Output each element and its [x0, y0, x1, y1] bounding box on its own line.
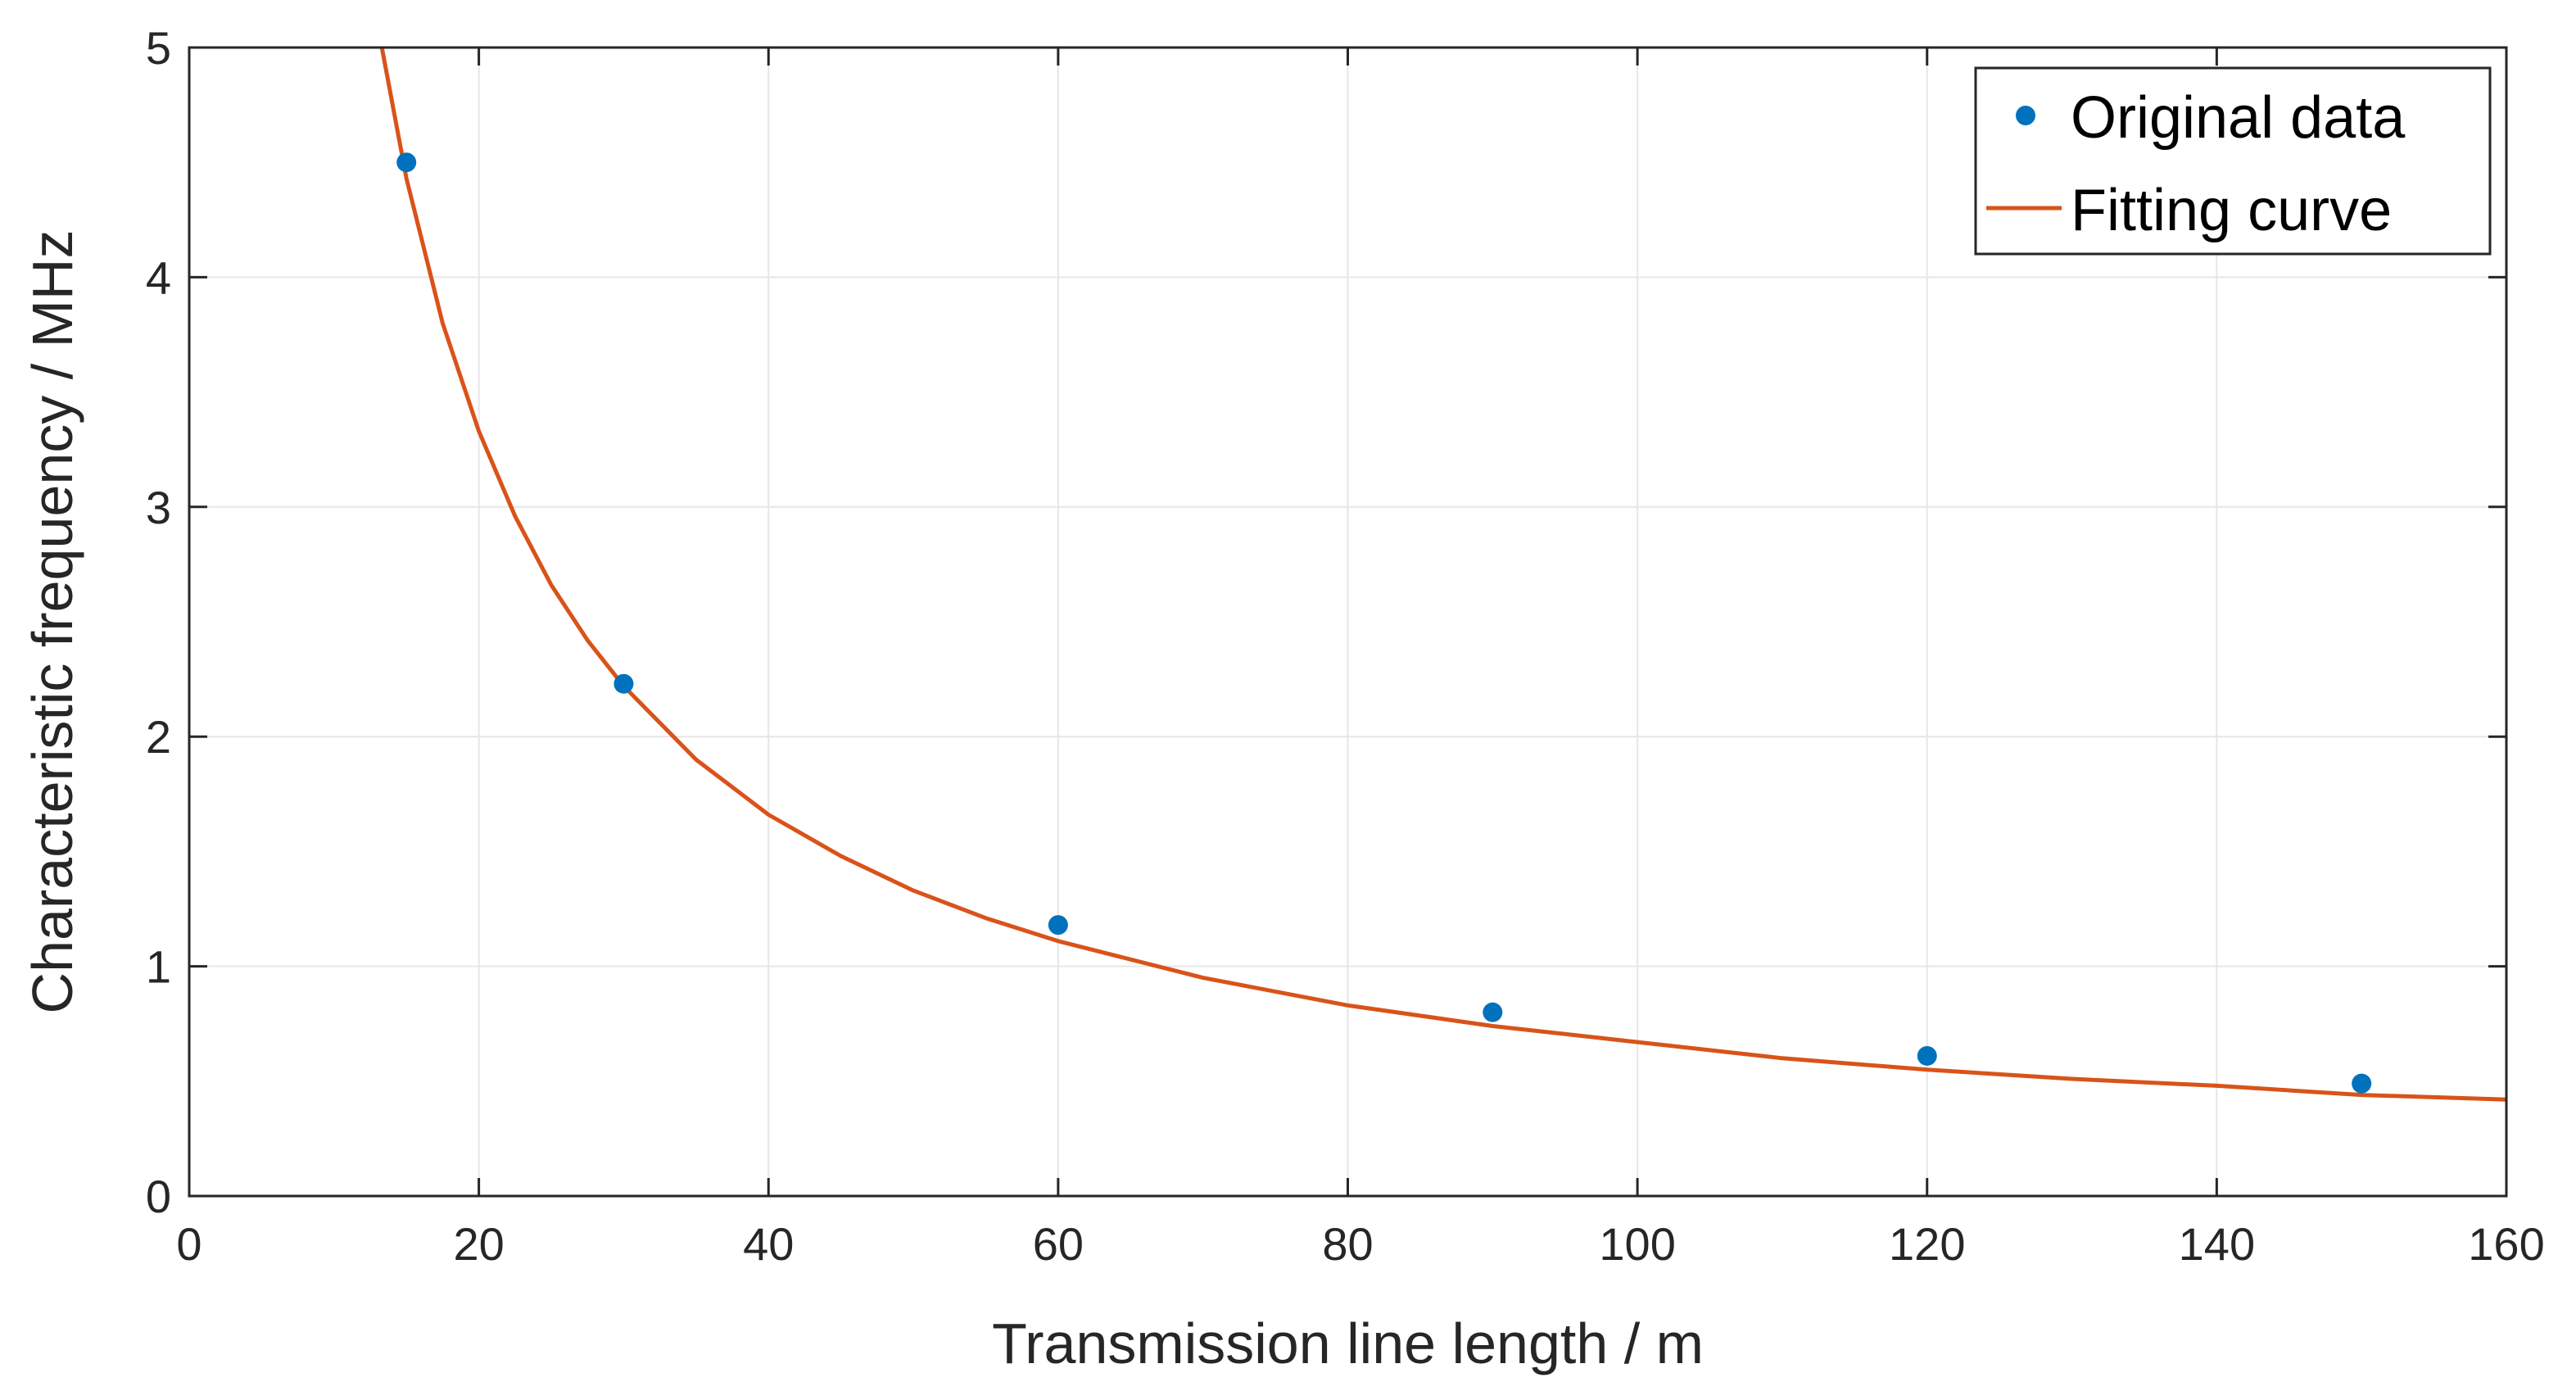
data-point — [1048, 915, 1068, 935]
y-tick-label: 2 — [146, 711, 171, 763]
x-tick-label: 140 — [2179, 1218, 2255, 1270]
x-tick-label: 100 — [1599, 1218, 1675, 1270]
data-point — [1917, 1046, 1937, 1066]
legend: Original data Fitting curve — [1976, 68, 2490, 254]
legend-label-fitting-curve: Fitting curve — [2071, 178, 2392, 243]
data-point — [2352, 1074, 2371, 1094]
x-tick-label: 120 — [1889, 1218, 1965, 1270]
y-tick-label: 4 — [146, 251, 171, 303]
x-tick-label: 0 — [176, 1218, 201, 1270]
data-point — [613, 674, 633, 694]
x-tick-label: 40 — [743, 1218, 794, 1270]
x-axis-title: Transmission line length / m — [992, 1312, 1704, 1375]
x-tick-label: 20 — [453, 1218, 504, 1270]
x-tick-label: 60 — [1033, 1218, 1084, 1270]
x-tick-label: 80 — [1322, 1218, 1373, 1270]
data-point — [1483, 1003, 1502, 1022]
y-tick-label: 3 — [146, 482, 171, 533]
x-tick-label: 160 — [2468, 1218, 2544, 1270]
legend-marker-original-data — [2016, 106, 2035, 125]
y-tick-label: 0 — [146, 1171, 171, 1222]
y-tick-label: 1 — [146, 941, 171, 993]
legend-label-original-data: Original data — [2071, 85, 2406, 151]
y-axis-title: Characteristic frequency / MHz — [20, 230, 84, 1014]
y-tick-label: 5 — [146, 22, 171, 74]
data-point — [396, 152, 416, 172]
